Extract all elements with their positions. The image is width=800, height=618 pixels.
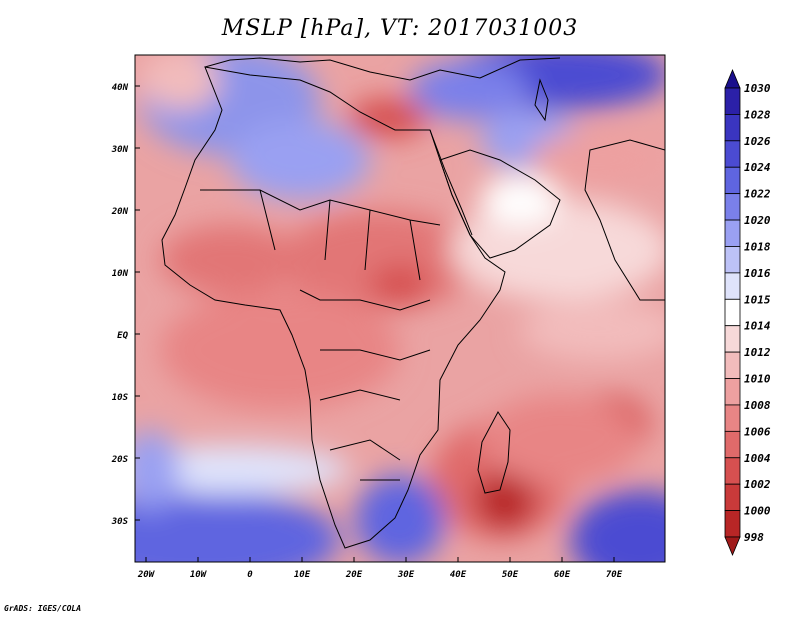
lat-label: 20S — [111, 455, 129, 465]
caspian — [534, 78, 549, 122]
colorbar-swatch — [724, 325, 741, 353]
colorbar-label: 1006 — [744, 425, 771, 438]
colorbar-label: 1002 — [744, 478, 771, 491]
colorbar-label: 998 — [744, 531, 764, 544]
colorbar-swatch — [724, 140, 741, 168]
colorbar-swatch — [724, 246, 741, 274]
colorbar-swatch — [724, 166, 741, 195]
colorbar-swatch — [724, 298, 741, 327]
africa-coastline — [161, 66, 506, 549]
country-borders — [200, 189, 441, 481]
lat-label: 30S — [111, 517, 129, 527]
colorbar-label: 1004 — [744, 452, 771, 465]
lon-label: 10W — [190, 570, 208, 580]
colorbar-label: 1000 — [744, 505, 771, 518]
colorbar-swatch — [724, 87, 741, 115]
colorbar-label: 1016 — [744, 267, 771, 280]
pressure-field — [135, 55, 665, 562]
grads-credit: GrADS: IGES/COLA — [4, 604, 82, 613]
colorbar-label: 1028 — [744, 108, 771, 121]
colorbar-swatch — [724, 193, 741, 221]
lon-label: 70E — [606, 570, 623, 580]
lon-label: 20W — [137, 570, 156, 580]
colorbar-swatch — [724, 272, 741, 300]
lon-label: 40E — [450, 570, 467, 580]
colorbar-label: 1024 — [744, 161, 771, 174]
europe-coastline — [204, 57, 561, 81]
colorbar-label: 1030 — [744, 82, 771, 95]
colorbar-swatch — [724, 351, 741, 379]
colorbar-swatch — [724, 430, 741, 459]
colorbar-label: 1008 — [744, 399, 771, 412]
colorbar-swatch — [724, 457, 741, 485]
plot-frame — [134, 54, 666, 563]
lon-label: 0 — [247, 570, 253, 580]
india-coastline — [584, 139, 665, 301]
colorbar-label: 1018 — [744, 240, 771, 253]
colorbar-swatch — [724, 404, 741, 432]
lat-label: 40N — [112, 83, 129, 93]
lat-label: 10S — [112, 393, 129, 403]
colorbar-swatch — [724, 510, 741, 538]
lon-label: 50E — [502, 570, 519, 580]
colorbar-label: 1022 — [744, 188, 771, 201]
colorbar-swatch — [724, 219, 741, 247]
lat-label: EQ — [117, 331, 128, 341]
colorbar-swatch — [724, 483, 741, 511]
lat-label: 30N — [111, 145, 129, 155]
lat-axis: 40N 30N 20N 10N EQ 10S 20S 30S — [111, 83, 140, 527]
lon-axis: 20W 10W 0 10E 20E 30E 40E 50E 60E 70E — [137, 557, 623, 580]
map-title: MSLP [hPa], VT: 2017031003 — [221, 16, 579, 41]
colorbar-swatch — [724, 114, 741, 142]
colorbar-top-arrow — [724, 68, 741, 89]
colorbar: 1030 1028 1026 1024 1022 1020 1018 1016 1015 1014… — [724, 68, 771, 557]
colorbar-swatch — [724, 378, 741, 406]
colorbar-bottom-arrow — [724, 536, 741, 557]
arabia-coastline — [439, 149, 561, 259]
colorbar-label: 1015 — [744, 293, 771, 306]
lat-label: 10N — [112, 269, 129, 279]
colorbar-label: 1010 — [744, 373, 771, 386]
coastlines — [161, 57, 665, 549]
colorbar-label: 1014 — [744, 320, 771, 333]
madagascar-coastline — [477, 411, 511, 494]
lat-label: 20N — [111, 207, 129, 217]
lon-label: 20E — [345, 570, 363, 580]
lon-label: 10E — [294, 570, 311, 580]
colorbar-label: 1026 — [744, 135, 771, 148]
red-sea — [429, 129, 473, 236]
colorbar-label: 1012 — [744, 346, 771, 359]
colorbar-label: 1020 — [744, 214, 771, 227]
lon-label: 60E — [554, 570, 571, 580]
lon-label: 30E — [397, 570, 415, 580]
